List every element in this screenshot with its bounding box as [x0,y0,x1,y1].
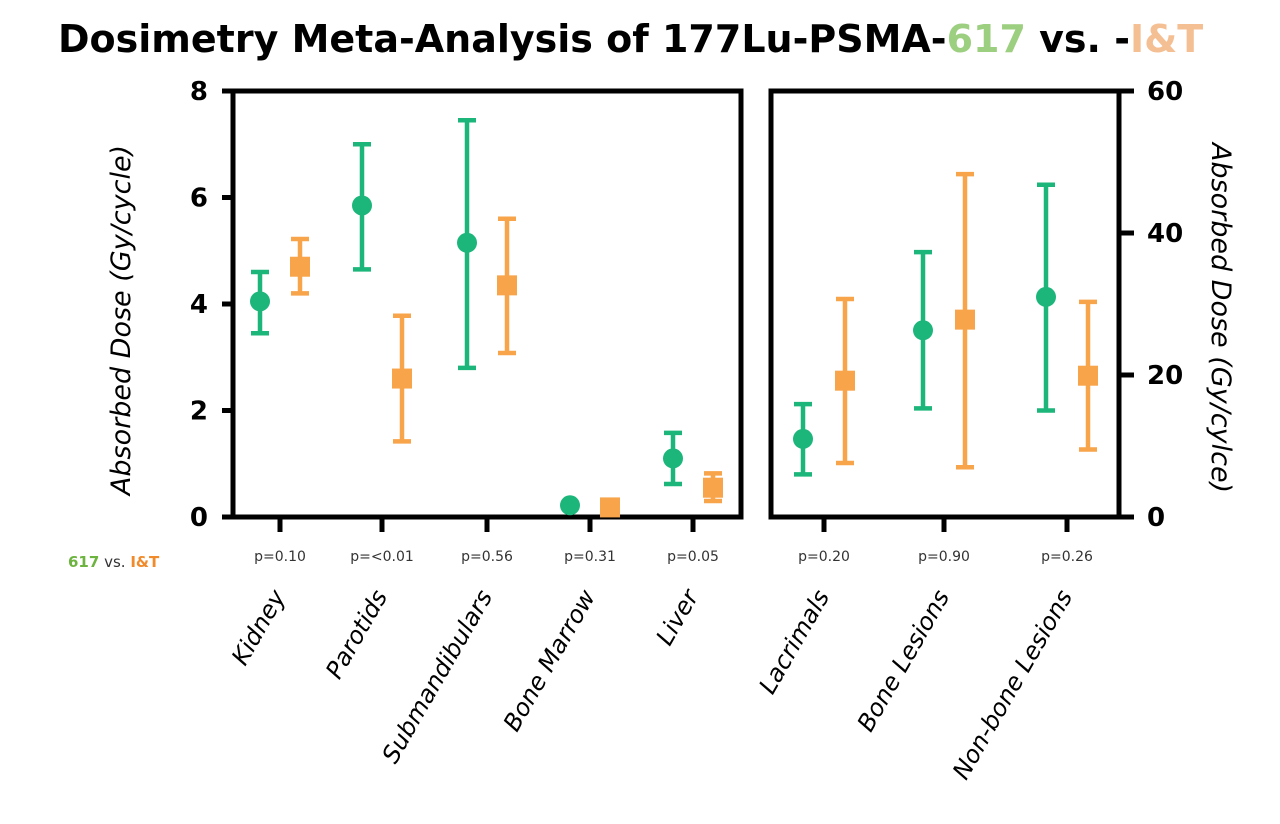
left-category-label: Parotids [320,585,393,683]
left-category-label: Bone Marrow [498,585,602,736]
left-p-value: p=0.56 [461,549,513,565]
right-y-axis-label: Absorbed Dose (Gy/cylce) [1205,141,1236,493]
left-p-value: p=0.31 [564,549,616,565]
left-y-tick-label: 6 [190,184,208,214]
left-y-tick-label: 2 [190,397,208,427]
left-point-it [703,477,723,498]
right-y-tick-label: 0 [1147,503,1165,533]
left-point-it [600,497,620,518]
left-y-tick-label: 4 [190,290,208,320]
right-y-tick-label: 40 [1147,219,1183,249]
right-point-617 [913,320,933,341]
left-y-axis-label: Absorbed Dose (Gy/cycle) [106,145,137,497]
left-point-it [497,275,517,296]
right-p-value: p=0.90 [918,549,970,565]
left-point-it [290,256,310,277]
left-p-value: p=0.05 [667,549,719,565]
title-middle: vs. - [1026,17,1130,61]
legend-vs: vs. [99,553,130,571]
legend-it: I&T [130,553,160,571]
right-p-value: p=0.20 [798,549,850,565]
left-point-617 [352,195,372,216]
right-point-it [1078,365,1098,386]
left-point-617 [663,448,683,469]
right-y-tick-label: 60 [1147,77,1183,107]
right-category-label: Bone Lesions [852,585,955,736]
title-617: 617 [947,17,1026,61]
right-p-value: p=0.26 [1041,549,1093,565]
right-point-617 [1036,286,1056,307]
title-prefix: Dosimetry Meta-Analysis of 177Lu-PSMA- [58,17,947,61]
right-panel-frame [768,88,1122,520]
title-it: I&T [1130,17,1203,61]
left-y-tick-label: 8 [190,77,208,107]
left-panel: 0 2 4 6 8 Absorbed Dose (Gy/cycle) p=0.10 Kid… [106,77,744,768]
right-category-label: Non-bone Lesions [947,585,1078,784]
right-point-it [835,370,855,391]
left-point-617 [250,291,270,312]
left-category-label: Liver [651,583,706,650]
left-point-it [392,368,412,389]
left-y-tick-label: 0 [190,503,208,533]
left-category-label: Submandibulars [376,585,498,768]
left-p-value: p=0.10 [254,549,306,565]
right-y-tick-label: 20 [1147,361,1183,391]
right-panel: 0 20 40 60 Absorbed Dose (Gy/cylce) p=0.20 L… [753,77,1236,784]
right-category-label: Lacrimals [753,585,835,699]
right-point-617 [793,428,813,449]
left-point-617 [560,495,580,516]
legend-label: 617 vs. I&T [68,553,160,571]
chart-title: Dosimetry Meta-Analysis of 177Lu-PSMA-61… [58,17,1203,61]
left-point-617 [457,232,477,253]
right-point-it [955,309,975,330]
left-p-value: p=<0.01 [350,549,414,565]
left-category-label: Kidney [226,584,292,670]
legend-617: 617 [68,553,99,571]
